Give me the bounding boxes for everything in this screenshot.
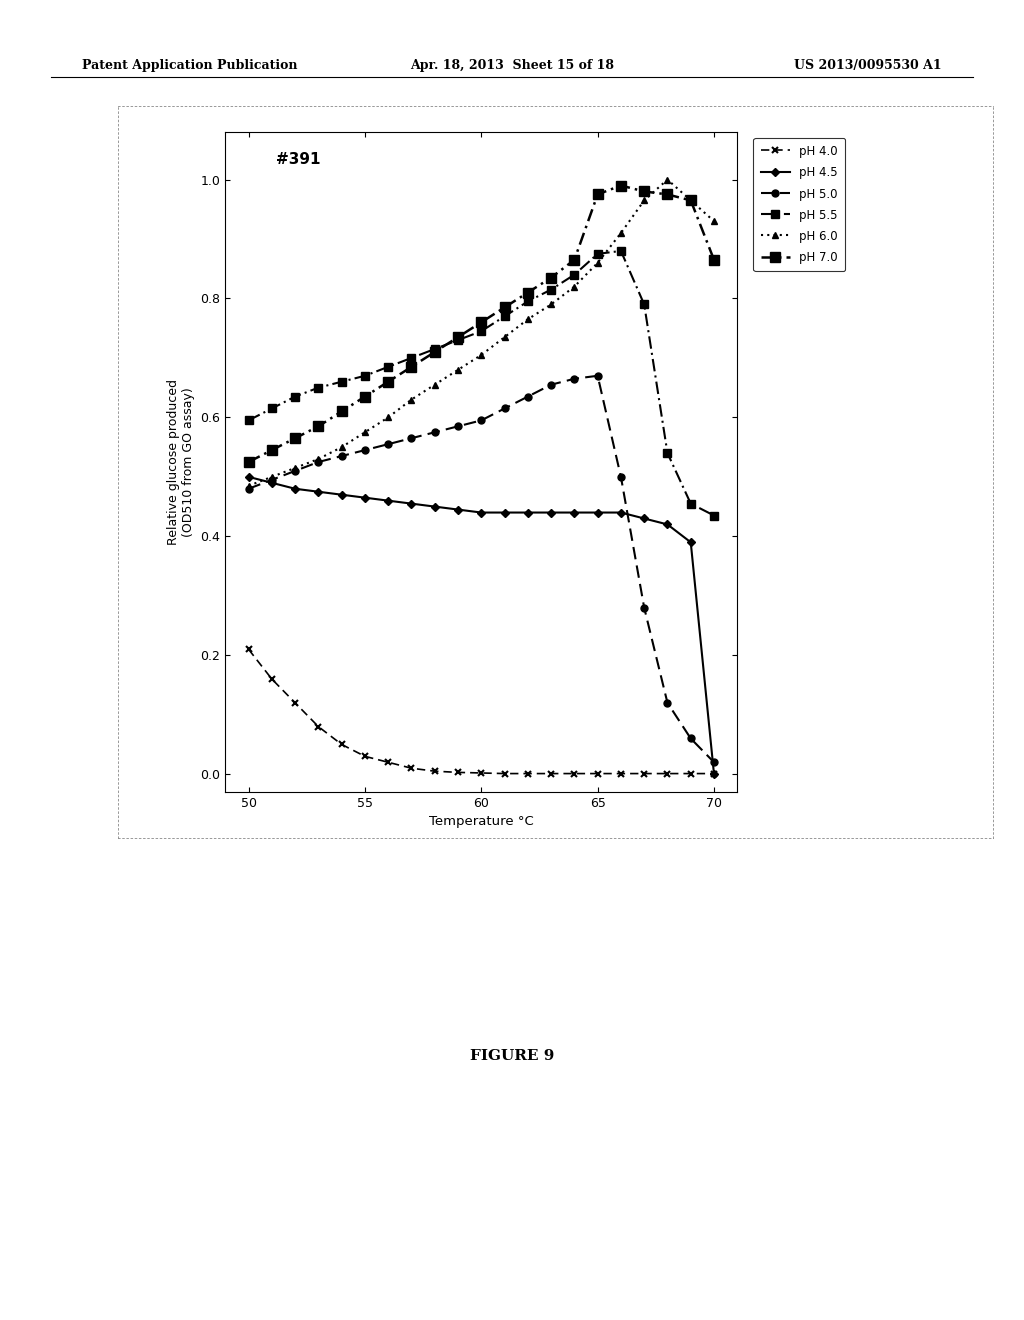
- Text: US 2013/0095530 A1: US 2013/0095530 A1: [795, 59, 942, 73]
- Text: Patent Application Publication: Patent Application Publication: [82, 59, 297, 73]
- X-axis label: Temperature °C: Temperature °C: [429, 816, 534, 829]
- Text: #391: #391: [276, 152, 321, 166]
- Y-axis label: Relative glucose produced
(OD510 from GO assay): Relative glucose produced (OD510 from GO…: [167, 379, 195, 545]
- Text: FIGURE 9: FIGURE 9: [470, 1049, 554, 1063]
- Legend: pH 4.0, pH 4.5, pH 5.0, pH 5.5, pH 6.0, pH 7.0: pH 4.0, pH 4.5, pH 5.0, pH 5.5, pH 6.0, …: [754, 137, 845, 272]
- Text: Apr. 18, 2013  Sheet 15 of 18: Apr. 18, 2013 Sheet 15 of 18: [410, 59, 614, 73]
